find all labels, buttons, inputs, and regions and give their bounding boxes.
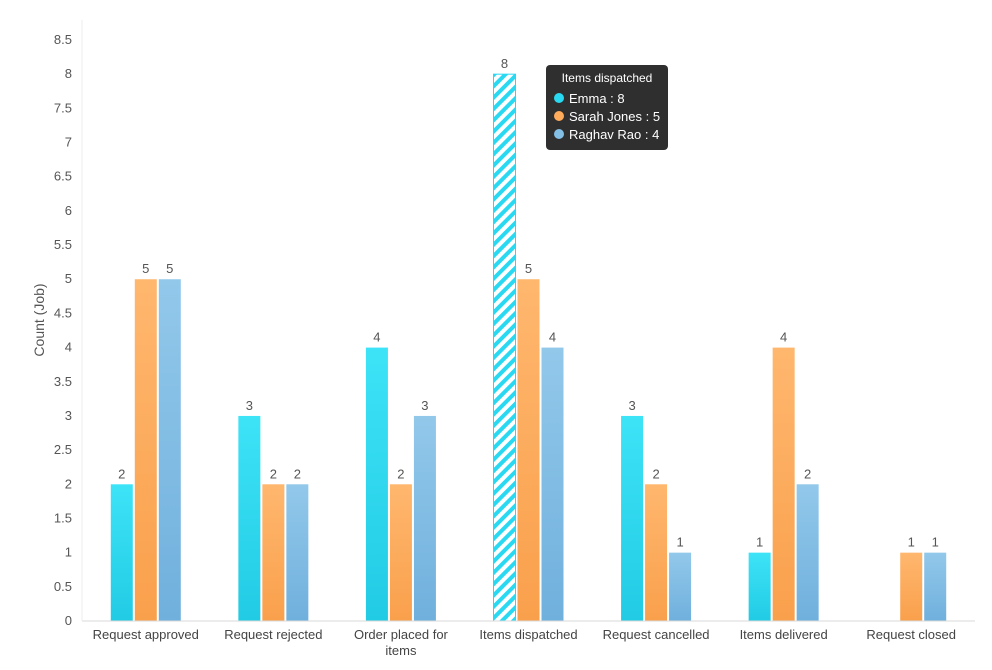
y-tick-label: 4.5 bbox=[54, 305, 72, 320]
bar-emma-request-rejected[interactable] bbox=[238, 415, 261, 621]
bar-sarah-jones-items-delivered[interactable] bbox=[772, 347, 795, 621]
bar-raghav-rao-items-delivered[interactable] bbox=[796, 484, 819, 621]
bar-emma-request-cancelled[interactable] bbox=[621, 415, 644, 621]
y-tick-label: 5 bbox=[65, 271, 72, 286]
y-tick-label: 2 bbox=[65, 476, 72, 491]
data-label: 5 bbox=[525, 261, 532, 276]
tooltip-row-raghav-rao: Raghav Rao : 4 bbox=[554, 125, 660, 143]
data-label: 5 bbox=[142, 261, 149, 276]
bar-emma-order-placed-for-items[interactable] bbox=[365, 347, 388, 621]
y-tick-label: 3.5 bbox=[54, 374, 72, 389]
y-tick-label: 7 bbox=[65, 135, 72, 150]
y-tick-label: 2.5 bbox=[54, 442, 72, 457]
x-axis-labels: Request approved Request rejected Order pl… bbox=[93, 627, 956, 658]
bar-emma-request-approved[interactable] bbox=[110, 484, 133, 621]
bars bbox=[110, 73, 947, 622]
bar-emma-items-delivered[interactable] bbox=[748, 552, 771, 621]
bar-raghav-rao-order-placed-for-items[interactable] bbox=[413, 415, 436, 621]
data-label: 2 bbox=[118, 466, 125, 481]
x-tick-label: Request closed bbox=[866, 627, 956, 642]
x-tick-label: Request rejected bbox=[224, 627, 322, 642]
data-label: 4 bbox=[549, 330, 556, 345]
x-tick-label: Request cancelled bbox=[603, 627, 710, 642]
bar-sarah-jones-request-rejected[interactable] bbox=[262, 484, 285, 621]
legend-dot-sarah-jones bbox=[554, 111, 564, 121]
tooltip-row-label: Emma : 8 bbox=[569, 90, 625, 106]
y-tick-label: 1.5 bbox=[54, 510, 72, 525]
y-tick-label: 0 bbox=[65, 613, 72, 628]
bar-raghav-rao-request-approved[interactable] bbox=[158, 279, 181, 621]
y-tick-label: 3 bbox=[65, 408, 72, 423]
x-tick-label: Request approved bbox=[93, 627, 199, 642]
y-axis-ticks: 0 0.5 1 1.5 2 2.5 3 3.5 4 4.5 5 5.5 6 6.5 7 7.5 8 8.5 bbox=[54, 32, 72, 628]
tooltip-title: Items dispatched bbox=[561, 71, 653, 85]
legend-dot-emma bbox=[554, 93, 564, 103]
data-label: 5 bbox=[166, 261, 173, 276]
bar-raghav-rao-request-closed[interactable] bbox=[924, 552, 947, 621]
data-label: 2 bbox=[294, 466, 301, 481]
bar-raghav-rao-request-rejected[interactable] bbox=[286, 484, 309, 621]
tooltip-row-emma: Emma : 8 bbox=[554, 89, 660, 107]
tooltip-row-label: Sarah Jones : 5 bbox=[569, 108, 661, 124]
data-label: 4 bbox=[780, 330, 787, 345]
data-label: 2 bbox=[397, 466, 404, 481]
tooltip: Items dispatched Emma : 8 Sarah Jones : … bbox=[546, 65, 668, 150]
y-tick-label: 7.5 bbox=[54, 100, 72, 115]
data-label: 4 bbox=[373, 330, 380, 345]
bar-sarah-jones-request-approved[interactable] bbox=[134, 279, 157, 621]
data-label: 1 bbox=[676, 535, 683, 550]
bar-emma-items-dispatched[interactable] bbox=[493, 73, 516, 622]
y-tick-label: 6 bbox=[65, 203, 72, 218]
y-tick-label: 8 bbox=[65, 66, 72, 81]
x-tick-label: Order placed for items bbox=[354, 627, 449, 658]
data-label: 3 bbox=[421, 398, 428, 413]
bar-sarah-jones-order-placed-for-items[interactable] bbox=[389, 484, 412, 621]
bar-raghav-rao-items-dispatched[interactable] bbox=[541, 347, 564, 621]
data-labels: 2 5 5 3 2 2 4 2 3 8 5 4 3 2 1 1 4 2 1 1 bbox=[118, 56, 939, 549]
y-tick-label: 0.5 bbox=[54, 579, 72, 594]
x-tick-label: Items dispatched bbox=[479, 627, 577, 642]
data-label: 8 bbox=[501, 56, 508, 71]
data-label: 1 bbox=[756, 535, 763, 550]
bar-sarah-jones-items-dispatched[interactable] bbox=[517, 279, 540, 621]
y-tick-label: 1 bbox=[65, 545, 72, 560]
y-tick-label: 6.5 bbox=[54, 169, 72, 184]
data-label: 2 bbox=[652, 466, 659, 481]
bar-sarah-jones-request-closed[interactable] bbox=[900, 552, 923, 621]
bar-raghav-rao-request-cancelled[interactable] bbox=[669, 552, 692, 621]
data-label: 1 bbox=[908, 535, 915, 550]
y-tick-label: 8.5 bbox=[54, 32, 72, 47]
bar-sarah-jones-request-cancelled[interactable] bbox=[645, 484, 668, 621]
y-tick-label: 4 bbox=[65, 340, 72, 355]
tooltip-row-label: Raghav Rao : 4 bbox=[569, 126, 660, 142]
data-label: 3 bbox=[628, 398, 635, 413]
y-tick-label: 5.5 bbox=[54, 237, 72, 252]
data-label: 2 bbox=[804, 466, 811, 481]
data-label: 1 bbox=[932, 535, 939, 550]
x-tick-label: Items delivered bbox=[740, 627, 828, 642]
data-label: 3 bbox=[246, 398, 253, 413]
y-axis-title: Count (Job) bbox=[31, 283, 47, 356]
tooltip-row-sarah-jones: Sarah Jones : 5 bbox=[554, 107, 660, 125]
data-label: 2 bbox=[270, 466, 277, 481]
legend-dot-raghav-rao bbox=[554, 129, 564, 139]
